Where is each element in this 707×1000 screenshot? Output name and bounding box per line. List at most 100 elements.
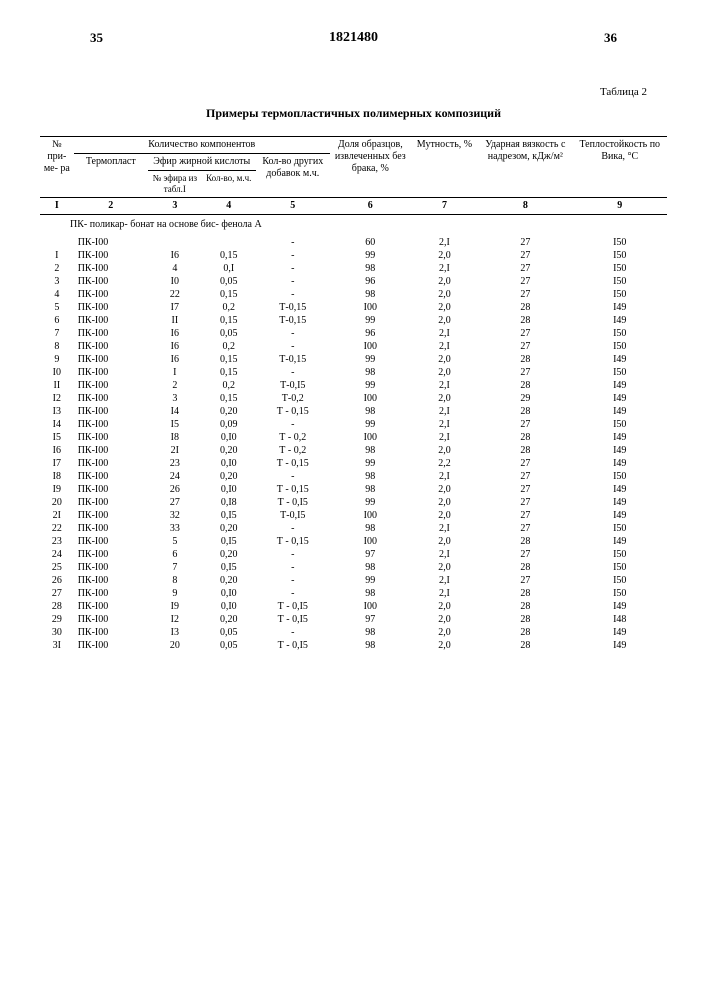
table-cell: 28 bbox=[478, 379, 572, 392]
table-row: 27ПК-I0090,I0-982,I28I50 bbox=[40, 587, 667, 600]
table-cell: 0,09 bbox=[202, 418, 256, 431]
table-cell: 4 bbox=[40, 288, 74, 301]
table-cell: I9 bbox=[148, 600, 202, 613]
th-col4: Кол-во, м.ч. bbox=[202, 171, 256, 198]
th-group-comp: Количество компонентов bbox=[74, 137, 330, 154]
table-cell: 29 bbox=[40, 613, 74, 626]
table-cell: I50 bbox=[573, 574, 667, 587]
table-row: I0ПК-I00I0,15-982,027I50 bbox=[40, 366, 667, 379]
table-cell: ПК-I00 bbox=[74, 262, 148, 275]
table-cell: - bbox=[256, 288, 330, 301]
table-cell bbox=[202, 236, 256, 249]
table-cell: 2,I bbox=[411, 327, 478, 340]
table-cell: 0,20 bbox=[202, 574, 256, 587]
table-row: 7ПК-I00I60,05-962,I27I50 bbox=[40, 327, 667, 340]
data-table: № при- ме- ра Количество компонентов Дол… bbox=[40, 136, 667, 652]
table-cell: I50 bbox=[573, 275, 667, 288]
table-cell: 2,I bbox=[411, 574, 478, 587]
table-row: 8ПК-I00I60,2-I002,I27I50 bbox=[40, 340, 667, 353]
table-cell: Т-0,15 bbox=[256, 301, 330, 314]
table-cell: 2,I bbox=[411, 236, 478, 249]
page-header: 35 1821480 36 bbox=[40, 30, 667, 46]
table-cell: 27 bbox=[478, 522, 572, 535]
table-cell: I6 bbox=[148, 353, 202, 366]
table-cell: 0,I0 bbox=[202, 457, 256, 470]
table-cell: 98 bbox=[330, 639, 411, 652]
th-colnum: 9 bbox=[573, 197, 667, 214]
table-cell: II bbox=[148, 314, 202, 327]
table-cell: 0,2 bbox=[202, 340, 256, 353]
table-cell: 60 bbox=[330, 236, 411, 249]
table-cell: I2 bbox=[40, 392, 74, 405]
table-cell: 0,15 bbox=[202, 366, 256, 379]
table-cell: 28 bbox=[478, 405, 572, 418]
table-cell: 2,0 bbox=[411, 613, 478, 626]
table-cell: 0,I5 bbox=[202, 561, 256, 574]
table-cell: 28 bbox=[478, 314, 572, 327]
table-cell: ПК-I00 bbox=[74, 574, 148, 587]
table-cell: - bbox=[256, 574, 330, 587]
table-cell: ПК-I00 bbox=[74, 236, 148, 249]
table-cell: 28 bbox=[478, 353, 572, 366]
table-cell: 2,0 bbox=[411, 288, 478, 301]
table-cell: 2,I bbox=[411, 418, 478, 431]
table-cell: - bbox=[256, 262, 330, 275]
table-cell: 6 bbox=[40, 314, 74, 327]
th-col6: Доля образцов, извлеченных без брака, % bbox=[330, 137, 411, 198]
table-cell: ПК-I00 bbox=[74, 639, 148, 652]
table-cell: 2,0 bbox=[411, 301, 478, 314]
table-cell: - bbox=[256, 561, 330, 574]
table-cell: 27 bbox=[478, 496, 572, 509]
table-cell: 2,0 bbox=[411, 249, 478, 262]
table-row: 3IПК-I00200,05Т - 0,I5982,028I49 bbox=[40, 639, 667, 652]
table-cell: - bbox=[256, 626, 330, 639]
table-cell: 0,2 bbox=[202, 301, 256, 314]
table-cell: 20 bbox=[148, 639, 202, 652]
table-cell: ПК-I00 bbox=[74, 366, 148, 379]
table-cell: 99 bbox=[330, 353, 411, 366]
table-cell: - bbox=[256, 236, 330, 249]
table-cell: 0,05 bbox=[202, 327, 256, 340]
table-cell: 9 bbox=[40, 353, 74, 366]
table-row: 28ПК-I00I90,I0Т - 0,I5I002,028I49 bbox=[40, 600, 667, 613]
table-cell: 2,0 bbox=[411, 314, 478, 327]
page-left: 35 bbox=[90, 30, 103, 46]
th-col5: Кол-во других добавок м.ч. bbox=[256, 154, 330, 198]
table-cell: ПК-I00 bbox=[74, 353, 148, 366]
table-cell: 2,I bbox=[411, 431, 478, 444]
th-col3: № эфира из табл.I bbox=[148, 171, 202, 198]
table-cell: 98 bbox=[330, 626, 411, 639]
table-cell: 4 bbox=[148, 262, 202, 275]
table-cell: 0,15 bbox=[202, 392, 256, 405]
table-cell: 24 bbox=[148, 470, 202, 483]
table-cell: 2,I bbox=[411, 262, 478, 275]
table-cell: 0,I5 bbox=[202, 535, 256, 548]
table-cell: 26 bbox=[148, 483, 202, 496]
table-cell: 2,0 bbox=[411, 353, 478, 366]
table-row: 4ПК-I00220,15-982,027I50 bbox=[40, 288, 667, 301]
table-cell: I3 bbox=[40, 405, 74, 418]
table-cell: Т-0,I5 bbox=[256, 379, 330, 392]
page-right: 36 bbox=[604, 30, 617, 46]
table-cell: I7 bbox=[40, 457, 74, 470]
th-colnum: 8 bbox=[478, 197, 572, 214]
table-cell: 2,0 bbox=[411, 600, 478, 613]
table-cell: Т - 0,15 bbox=[256, 457, 330, 470]
table-cell: ПК-I00 bbox=[74, 483, 148, 496]
table-cell: 5 bbox=[148, 535, 202, 548]
table-cell: 99 bbox=[330, 314, 411, 327]
table-cell: 2,0 bbox=[411, 275, 478, 288]
table-cell: ПК-I00 bbox=[74, 613, 148, 626]
table-cell: Т - 0,I5 bbox=[256, 600, 330, 613]
table-cell: I00 bbox=[330, 340, 411, 353]
table-cell: I49 bbox=[573, 353, 667, 366]
th-colnum: 6 bbox=[330, 197, 411, 214]
table-row: I8ПК-I00240,20-982,I27I50 bbox=[40, 470, 667, 483]
table-cell: I49 bbox=[573, 392, 667, 405]
table-cell: ПК-I00 bbox=[74, 275, 148, 288]
table-cell: 99 bbox=[330, 379, 411, 392]
table-cell: 28 bbox=[478, 626, 572, 639]
table-cell: I49 bbox=[573, 639, 667, 652]
table-cell: 27 bbox=[478, 288, 572, 301]
table-cell: Т - 0,I5 bbox=[256, 496, 330, 509]
